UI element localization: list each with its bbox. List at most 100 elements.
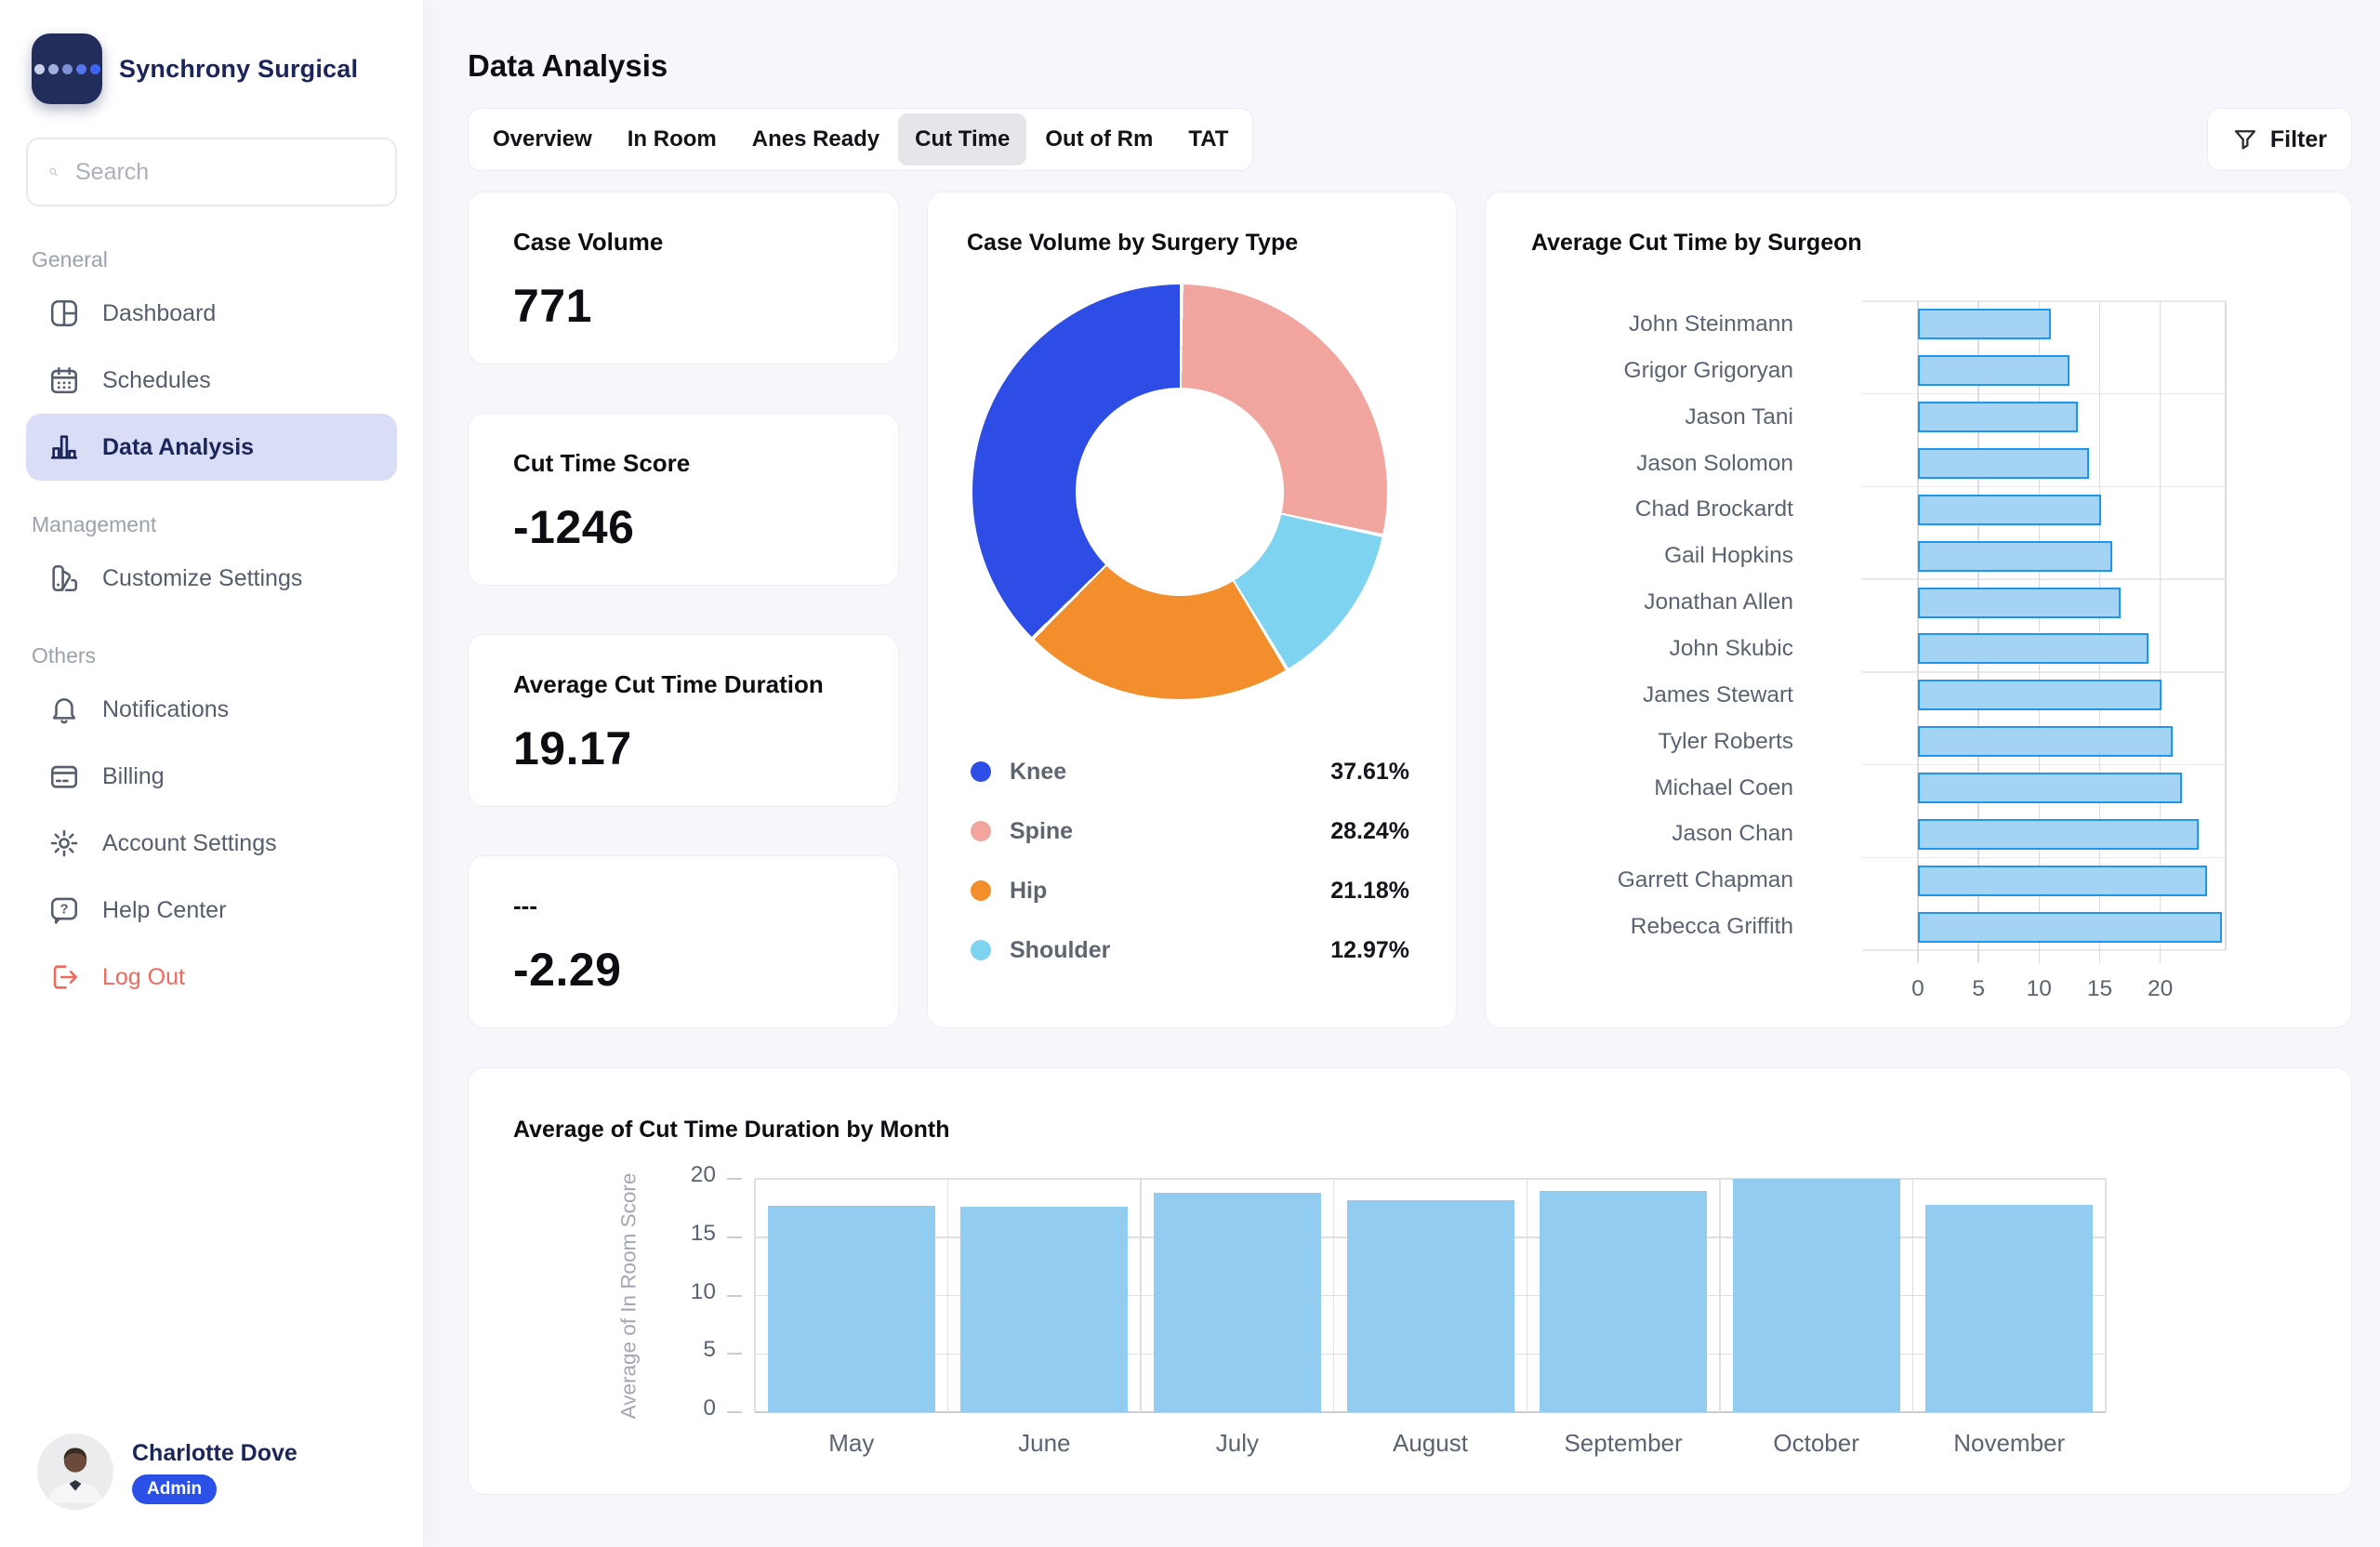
surgeon-label: Michael Coen (1654, 774, 1793, 800)
filter-icon (2234, 130, 2255, 150)
donut-chart-title: Case Volume by Surgery Type (967, 230, 1299, 256)
y-tick-mark (727, 1178, 742, 1180)
avatar (37, 1434, 113, 1510)
bar (1918, 540, 2112, 572)
x-tick-label: 10 (2026, 976, 2052, 1001)
surgeon-label: Jonathan Allen (1644, 589, 1793, 615)
sidebar-item-dashboard[interactable]: Dashboard (26, 280, 397, 347)
legend-row: Spine 28.24% (971, 801, 1409, 861)
stat-label: --- (513, 892, 537, 919)
x-tick-mark (2098, 950, 2101, 963)
h-gridline (1862, 856, 2226, 859)
stat-card-cut-time-score: Cut Time Score -1246 (468, 413, 899, 586)
h-gridline (1862, 949, 2226, 951)
spine-dot (971, 821, 991, 841)
sidebar-item-customize-settings[interactable]: Customize Settings (26, 545, 397, 612)
stat-card-unnamed: --- -2.29 (468, 855, 899, 1028)
sidebar: Synchrony Surgical General Dashboard Sch… (0, 0, 424, 1547)
surgeon-chart-card: Average Cut Time by Surgeon John Steinma… (1485, 192, 2352, 1028)
sidebar-item-billing[interactable]: Billing (26, 743, 397, 810)
bar (1918, 911, 2223, 943)
x-tick-mark (2159, 950, 2162, 963)
tab-out-of-rm[interactable]: Out of Rm (1045, 126, 1154, 152)
bar (1918, 402, 2079, 433)
v-gridline (1977, 301, 1979, 950)
stat-card-avg-cut-time-duration: Average Cut Time Duration 19.17 (468, 634, 899, 807)
v-gridline (2105, 1179, 2107, 1412)
stat-value: -1246 (513, 501, 635, 553)
surgeon-label: Gail Hopkins (1664, 543, 1793, 569)
month-label: June (1018, 1429, 1071, 1457)
sidebar-item-label: Customize Settings (102, 564, 303, 591)
surgeon-label: Garrett Chapman (1617, 867, 1793, 893)
legend-row: Hip 21.18% (971, 861, 1409, 920)
search-box[interactable] (26, 138, 397, 206)
bar (1918, 726, 2173, 758)
sidebar-item-account-settings[interactable]: Account Settings (26, 810, 397, 877)
h-gridline (1862, 485, 2226, 488)
dashboard-grid: Case Volume 771 Cut Time Score -1246 Ave… (468, 192, 2352, 1028)
sidebar-item-log-out[interactable]: Log Out (26, 944, 397, 1011)
donut-legend: Knee 37.61% Spine 28.24% Hip 21.18% Shoulder 12… (971, 742, 1409, 980)
bar (767, 1205, 935, 1412)
credit-card-icon (50, 765, 78, 788)
v-gridline (1526, 1179, 1528, 1412)
surgeon-chart: John Steinmann Grigor Grigoryan Jason Tani… (1531, 300, 2351, 1027)
stat-value: -2.29 (513, 944, 622, 996)
stat-value: 771 (513, 280, 592, 332)
legend-value: 28.24% (1330, 817, 1409, 844)
y-tick-mark (727, 1411, 742, 1413)
month-label: September (1564, 1429, 1683, 1457)
v-gridline (1917, 301, 1919, 950)
tab-overview[interactable]: Overview (493, 126, 592, 152)
bar (1918, 680, 2162, 711)
tab-tat[interactable]: TAT (1188, 126, 1229, 152)
bar (1918, 448, 2089, 479)
bar (1918, 818, 2200, 850)
bar (1925, 1204, 2094, 1412)
y-tick-mark (727, 1236, 742, 1238)
tab-cut-time[interactable]: Cut Time (898, 113, 1027, 165)
legend-label: Shoulder (1010, 936, 1111, 963)
month-plot-area: 0 5 10 15 20 May June July August September Octobe… (691, 1162, 2107, 1457)
x-tick-label: 5 (1972, 976, 1985, 1001)
x-tick-label: 15 (2086, 976, 2113, 1001)
legend-label: Knee (1010, 758, 1067, 785)
legend-row: Knee 37.61% (971, 742, 1409, 801)
filter-button[interactable]: Filter (2206, 108, 2352, 171)
y-tick-mark (727, 1353, 742, 1355)
legend-value: 37.61% (1330, 758, 1409, 785)
tab-bar: Overview In Room Anes Ready Cut Time Out… (468, 108, 1254, 171)
bar (1918, 355, 2069, 387)
stat-label: Case Volume (513, 228, 664, 256)
main-content: Data Analysis Overview In Room Anes Read… (424, 0, 2380, 1547)
legend-value: 21.18% (1330, 877, 1409, 904)
tab-in-room[interactable]: In Room (627, 126, 717, 152)
v-gridline (2038, 301, 2041, 950)
sidebar-item-schedules[interactable]: Schedules (26, 347, 397, 414)
y-tick-label: 10 (690, 1278, 716, 1304)
legend-row: Shoulder 12.97% (971, 920, 1409, 980)
filter-label: Filter (2269, 126, 2327, 152)
surgeon-label: Chad Brockardt (1634, 496, 1793, 522)
x-tick-mark (2038, 950, 2041, 963)
bar (1346, 1199, 1514, 1412)
plot-right-border (2225, 301, 2227, 950)
user-profile[interactable]: Charlotte Dove Admin (26, 1434, 397, 1510)
h-gridline (755, 1178, 2106, 1180)
surgeon-plot-area: 0 5 10 15 20 (1862, 300, 2227, 1001)
surgeon-chart-title: Average Cut Time by Surgeon (1531, 230, 1862, 256)
sidebar-item-help-center[interactable]: ? Help Center (26, 877, 397, 944)
role-badge: Admin (132, 1474, 218, 1504)
help-icon: ? (50, 897, 78, 924)
h-gridline (1862, 763, 2226, 766)
sidebar-item-notifications[interactable]: Notifications (26, 676, 397, 743)
tab-anes-ready[interactable]: Anes Ready (751, 126, 880, 152)
v-gridline (1332, 1179, 1335, 1412)
y-tick-mark (727, 1294, 742, 1297)
bell-icon (52, 698, 76, 724)
surgeon-label: Jason Chan (1672, 821, 1793, 847)
donut-chart (972, 284, 1387, 699)
sidebar-item-data-analysis[interactable]: Data Analysis (26, 414, 397, 481)
search-input[interactable] (75, 158, 375, 186)
